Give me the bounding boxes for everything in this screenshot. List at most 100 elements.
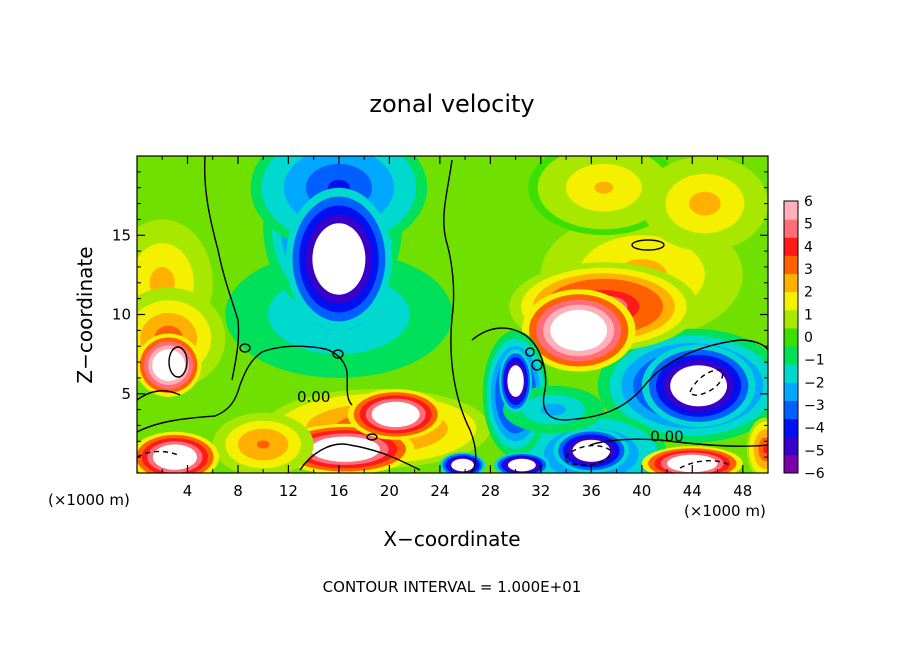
zero-contour [531, 359, 543, 371]
chart-title: zonal velocity [369, 90, 534, 118]
field-band [169, 453, 181, 461]
colorbar-swatch [784, 364, 798, 383]
velocity-field [137, 156, 768, 473]
colorbar-swatch [784, 201, 798, 220]
x-tick-label: 28 [481, 482, 500, 500]
colorbar-swatch [784, 273, 798, 293]
positive-velocity-cell [528, 156, 680, 236]
colorbar-tick-label: 1 [804, 307, 813, 323]
negative-velocity-cell [499, 349, 532, 413]
x-tick-label: 12 [279, 482, 298, 500]
x-tick-label: 40 [632, 482, 651, 500]
colorbar-tick-label: 0 [804, 330, 813, 346]
zero-contour [589, 438, 768, 447]
x-tick-label: 48 [733, 482, 752, 500]
field-band [513, 377, 518, 386]
zero-contour [299, 443, 421, 471]
field-band [256, 440, 270, 449]
x-tick-label: 24 [430, 482, 449, 500]
zero-contour [332, 349, 344, 359]
colorbar-tick-label: 2 [804, 285, 813, 301]
colorbar-tick-label: 6 [804, 194, 813, 210]
colorbar-tick-label: 4 [804, 239, 813, 255]
x-axis-label: X−coordinate [383, 527, 520, 551]
x-tick-label: 8 [233, 482, 243, 500]
x-tick-label: 44 [683, 482, 702, 500]
zero-contour [137, 345, 353, 433]
x-tick-label: 32 [531, 482, 550, 500]
field-band [459, 463, 466, 467]
positive-velocity-cell [212, 412, 314, 473]
negative-velocity-cell [439, 452, 486, 473]
field-band [518, 463, 526, 467]
colorbar-swatch [784, 219, 798, 238]
field-band [332, 250, 346, 268]
contour-lines [137, 156, 768, 473]
contour-interval-note: CONTOUR INTERVAL = 1.000E+01 [323, 578, 582, 596]
colorbar-tick-label: −1 [804, 353, 825, 369]
positive-velocity-cell [641, 156, 768, 252]
field-band [389, 411, 402, 418]
zero-contour [471, 327, 768, 421]
colorbar-swatch [784, 327, 798, 347]
zero-contour [239, 343, 251, 353]
colorbar-frame [783, 200, 799, 474]
positive-velocity-cell [137, 431, 220, 473]
contour-label: 0.00 [297, 388, 330, 406]
field-band [763, 445, 768, 454]
colorbar-swatch [784, 346, 798, 365]
colorbar-tick-label: −4 [804, 421, 825, 437]
y-axis-label: Z−coordinate [73, 246, 97, 383]
x-tick-label: 4 [183, 482, 193, 500]
colorbar-swatch [784, 291, 798, 311]
contour-label: 0.00 [650, 428, 683, 446]
colorbar-swatch [784, 400, 798, 420]
colorbar-swatch [784, 237, 798, 256]
x-tick-label: 16 [329, 482, 348, 500]
x-axis: 4 8 12 16 20 24 28 32 36 40 44 48 [161, 156, 752, 500]
y-axis: 5 10 15 [112, 171, 768, 458]
zero-contour [525, 347, 535, 357]
field-band [547, 406, 560, 413]
positive-velocity-cell [746, 417, 768, 473]
field-band [697, 197, 713, 210]
colorbar-tick-label: −5 [804, 443, 825, 459]
x-unit-label-right: (×1000 m) [684, 502, 766, 520]
field-band [586, 448, 596, 454]
y-tick-label: 15 [112, 226, 131, 244]
colorbar-tick-label: −6 [804, 466, 825, 482]
field-band [594, 181, 614, 194]
contour-labels: 0.00 0.00 [297, 388, 684, 446]
negative-contour [137, 450, 179, 458]
negative-velocity-cell [285, 187, 392, 331]
zero-contour [137, 390, 181, 401]
colorbar-tick-label: −2 [804, 375, 825, 391]
colorbar-tick-label: 3 [804, 262, 813, 278]
x-tick-label: 20 [380, 482, 399, 500]
field-band [691, 380, 706, 391]
negative-velocity-cell [494, 452, 550, 473]
colorbar-swatch [784, 418, 798, 438]
colorbar: 6 5 4 3 2 1 0 −1 −2 −3 −4 −5 −6 [783, 194, 825, 482]
zero-contour [366, 433, 378, 441]
colorbar-tick-label: −3 [804, 398, 825, 414]
field-band [155, 274, 169, 291]
positive-velocity-cell [521, 289, 636, 372]
field-band [571, 325, 586, 336]
colorbar-swatch [784, 309, 798, 329]
zero-contour [443, 159, 477, 473]
negative-contour [689, 369, 724, 396]
positive-velocity-cell [347, 389, 444, 440]
negative-contour [679, 460, 731, 469]
field-band [336, 446, 354, 453]
zero-contour [203, 156, 240, 381]
colorbar-tick-label: 5 [804, 217, 813, 233]
colorbar-swatch [784, 454, 798, 474]
y-tick-label: 10 [112, 306, 131, 324]
x-tick-label: 36 [582, 482, 601, 500]
colorbar-swatch [784, 382, 798, 401]
x-unit-label-left: (×1000 m) [48, 491, 130, 509]
colorbar-swatch [784, 255, 798, 275]
